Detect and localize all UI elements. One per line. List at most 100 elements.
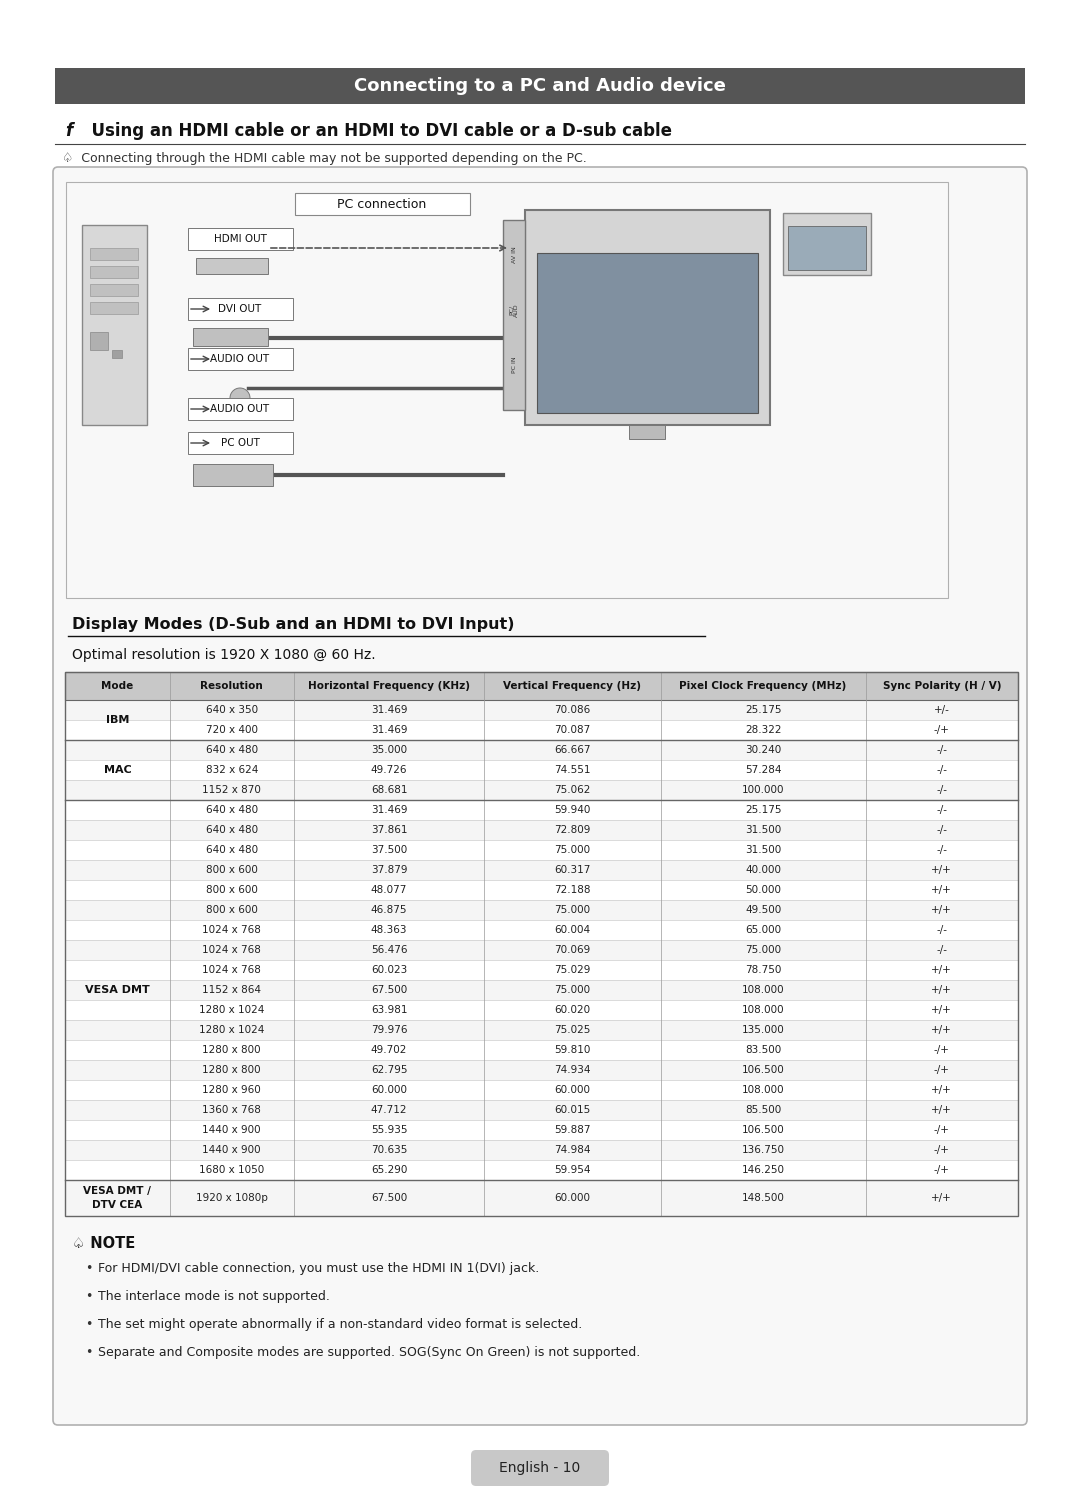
Text: 1280 x 1024: 1280 x 1024 [199, 1005, 265, 1014]
Text: 78.750: 78.750 [745, 965, 781, 976]
Text: 1920 x 1080p: 1920 x 1080p [195, 1194, 268, 1203]
Bar [65, 1120, 1018, 1140]
Text: +/+: +/+ [931, 985, 953, 995]
Text: -/-: -/- [936, 765, 947, 775]
Text: +/-: +/- [934, 705, 949, 716]
Text: 85.500: 85.500 [745, 1106, 781, 1115]
Text: 47.712: 47.712 [370, 1106, 407, 1115]
Text: 1024 x 768: 1024 x 768 [202, 925, 261, 935]
Text: 49.500: 49.500 [745, 905, 781, 914]
Text: 1680 x 1050: 1680 x 1050 [199, 1165, 265, 1174]
Bar [65, 1140, 1018, 1159]
Text: 60.023: 60.023 [370, 965, 407, 976]
Text: +/+: +/+ [931, 1025, 953, 1035]
Bar [65, 720, 1018, 740]
Text: VESA DMT: VESA DMT [85, 985, 150, 995]
Text: 60.004: 60.004 [554, 925, 591, 935]
Bar [112, 350, 122, 359]
Text: 72.188: 72.188 [554, 884, 591, 895]
Text: •: • [85, 1318, 93, 1331]
Text: -/-: -/- [936, 825, 947, 835]
Text: +/+: +/+ [931, 1194, 953, 1203]
Text: Pixel Clock Frequency (MHz): Pixel Clock Frequency (MHz) [679, 681, 847, 692]
Text: 30.240: 30.240 [745, 746, 781, 754]
Text: 67.500: 67.500 [370, 985, 407, 995]
Text: 56.476: 56.476 [370, 946, 407, 955]
Text: Connecting to a PC and Audio device: Connecting to a PC and Audio device [354, 78, 726, 96]
Text: 65.000: 65.000 [745, 925, 781, 935]
Text: Sync Polarity (H / V): Sync Polarity (H / V) [882, 681, 1001, 692]
Text: 35.000: 35.000 [370, 746, 407, 754]
Text: -/+: -/+ [934, 1044, 949, 1055]
Circle shape [230, 388, 249, 408]
Bar [188, 432, 293, 454]
Text: 106.500: 106.500 [742, 1125, 784, 1135]
Bar [629, 424, 665, 439]
Bar [65, 840, 1018, 861]
Text: The interlace mode is not supported.: The interlace mode is not supported. [98, 1289, 329, 1303]
Text: 70.069: 70.069 [554, 946, 591, 955]
Text: +/+: +/+ [931, 1005, 953, 1014]
Text: 48.077: 48.077 [370, 884, 407, 895]
Text: 37.861: 37.861 [370, 825, 407, 835]
Text: 800 x 600: 800 x 600 [206, 905, 258, 914]
Text: ♤  Connecting through the HDMI cable may not be supported depending on the PC.: ♤ Connecting through the HDMI cable may … [62, 152, 586, 164]
Text: -/+: -/+ [934, 1065, 949, 1076]
Text: -/-: -/- [936, 946, 947, 955]
Bar [66, 182, 948, 598]
Text: 68.681: 68.681 [370, 784, 407, 795]
Text: 1024 x 768: 1024 x 768 [202, 946, 261, 955]
Text: 136.750: 136.750 [742, 1144, 784, 1155]
Text: •: • [85, 1262, 93, 1274]
Text: 31.469: 31.469 [370, 725, 407, 735]
Text: 74.984: 74.984 [554, 1144, 591, 1155]
Bar [65, 780, 1018, 799]
Text: 31.500: 31.500 [745, 825, 781, 835]
Text: 72.809: 72.809 [554, 825, 591, 835]
Text: 37.879: 37.879 [370, 865, 407, 875]
Bar [65, 701, 1018, 720]
Text: 60.000: 60.000 [372, 1085, 407, 1095]
Text: Using an HDMI cable or an HDMI to DVI cable or a D-sub cable: Using an HDMI cable or an HDMI to DVI ca… [80, 123, 672, 140]
Text: 75.025: 75.025 [554, 1025, 591, 1035]
Text: 100.000: 100.000 [742, 784, 784, 795]
Text: 59.954: 59.954 [554, 1165, 591, 1174]
Text: 75.000: 75.000 [745, 946, 781, 955]
Text: +/+: +/+ [931, 865, 953, 875]
Bar [65, 1061, 1018, 1080]
Text: 800 x 600: 800 x 600 [206, 865, 258, 875]
Text: 640 x 480: 640 x 480 [205, 825, 258, 835]
Text: AUDIO OUT: AUDIO OUT [211, 403, 270, 414]
Text: 74.551: 74.551 [554, 765, 591, 775]
Bar [90, 284, 138, 296]
Text: 1280 x 960: 1280 x 960 [202, 1085, 261, 1095]
Bar [188, 397, 293, 420]
Text: -/-: -/- [936, 784, 947, 795]
Text: 37.500: 37.500 [370, 846, 407, 855]
Text: +/+: +/+ [931, 1085, 953, 1095]
Text: Optimal resolution is 1920 X 1080 @ 60 Hz.: Optimal resolution is 1920 X 1080 @ 60 H… [72, 648, 376, 662]
Text: 48.363: 48.363 [370, 925, 407, 935]
Text: ♤ NOTE: ♤ NOTE [72, 1236, 135, 1250]
Bar [525, 211, 770, 424]
Text: 1152 x 870: 1152 x 870 [202, 784, 261, 795]
Bar [65, 820, 1018, 840]
Text: 31.500: 31.500 [745, 846, 781, 855]
Text: 70.087: 70.087 [554, 725, 591, 735]
Bar [90, 332, 108, 350]
Text: 720 x 400: 720 x 400 [206, 725, 258, 735]
Bar [65, 1100, 1018, 1120]
Text: +/+: +/+ [931, 884, 953, 895]
Text: 640 x 480: 640 x 480 [205, 746, 258, 754]
Bar [90, 302, 138, 314]
Text: MAC: MAC [104, 765, 132, 775]
Text: PC connection: PC connection [337, 197, 427, 211]
Text: 1152 x 864: 1152 x 864 [202, 985, 261, 995]
Text: 74.934: 74.934 [554, 1065, 591, 1076]
Bar [65, 672, 1018, 701]
Text: -/-: -/- [936, 805, 947, 816]
Text: -/+: -/+ [934, 725, 949, 735]
Bar [65, 760, 1018, 780]
Bar [788, 226, 866, 270]
Text: •: • [85, 1346, 93, 1360]
